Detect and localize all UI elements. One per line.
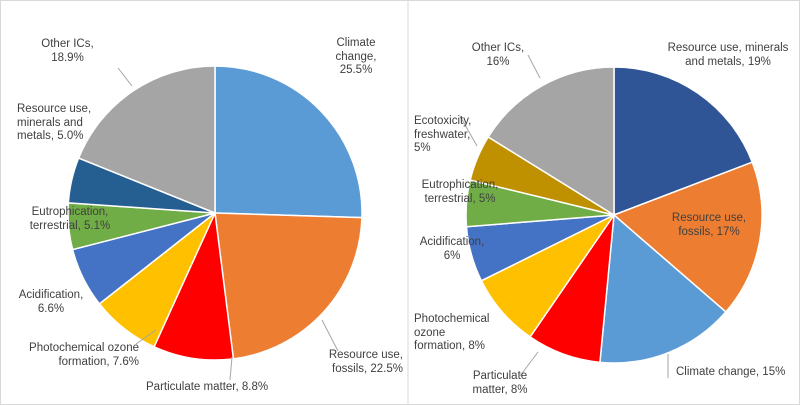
slice-category: Resource use, fossils [672,212,746,238]
leader-line [519,351,539,377]
slice-value: 19% [747,55,771,68]
leader-line [135,329,157,345]
slice-value: 7.6% [112,355,139,368]
pie-slice [599,213,727,364]
pie-slice [612,161,763,313]
slice-value: 15% [762,366,786,378]
slice-category: Climate change [336,37,377,63]
leader-line [229,356,233,381]
slice-value: 17% [716,225,740,238]
slice-category: Other ICs [472,42,524,54]
slice-category: Particulate matter [146,381,242,393]
slice-label: Resource use, minerals and metals5.0% [17,103,99,144]
leader-line [527,54,541,79]
slice-value: 16% [486,55,510,68]
pie-slice [487,66,615,217]
slice-value: 5% [478,192,496,205]
slice-category: Acidification [19,289,84,301]
slice-value: 22.5% [370,362,403,375]
slice-label: Photochemical ozone formation7.6% [14,342,139,369]
slice-category: Acidification [420,236,485,248]
slice-value: 8% [510,383,528,396]
pie-slice [77,65,216,215]
slice-value: 6.6% [37,302,65,315]
slice-category: Ecotoxicity, freshwater [414,115,471,141]
slice-value: 6% [443,249,461,262]
leader-line [321,319,339,352]
slice-label: Eutrophication, terrestrial5.1% [20,206,120,233]
leader-line [459,115,478,147]
slice-label: Particulate matter8% [466,370,534,397]
slice-label: Photochemical ozone formation8% [414,313,494,354]
slice-label: Resource use, fossils17% [666,212,752,239]
slice-label: Climate change25.5% [325,37,387,78]
pie-slice [613,66,754,217]
slice-label: Acidification6.6% [10,289,92,316]
pie-slice [214,212,363,360]
leader-line [117,67,133,87]
slice-label: Eutrophication, terrestrial5% [414,179,506,206]
slice-value: 5.0% [57,130,84,142]
slice-label: Resource use, minerals and metals19% [664,42,792,69]
slice-category: Resource use, minerals and metals [17,103,91,142]
slice-value: 5.1% [84,219,111,232]
leader-line [91,139,109,161]
slice-label: Other ICs16% [462,42,534,69]
slice-value: 5% [414,142,431,154]
slice-label: Acidification6% [412,236,492,263]
slice-label: Ecotoxicity, freshwater5% [414,115,486,156]
slice-value: 8.8% [241,381,269,393]
slice-label: Climate change15% [676,366,796,380]
slice-value: 25.5% [339,64,373,76]
slice-value: 8% [468,340,485,352]
pie-slice [214,65,363,219]
slice-category: Other ICs [41,38,93,50]
slice-label: Other ICs18.9% [35,38,100,65]
slice-label: Particulate matter8.8% [146,381,286,395]
slice-category: Climate change [676,366,762,378]
slice-value: 18.9% [51,51,84,64]
slice-category: Eutrophication, terrestrial [422,179,499,205]
slice-label: Resource use, fossils22.5% [328,349,403,376]
